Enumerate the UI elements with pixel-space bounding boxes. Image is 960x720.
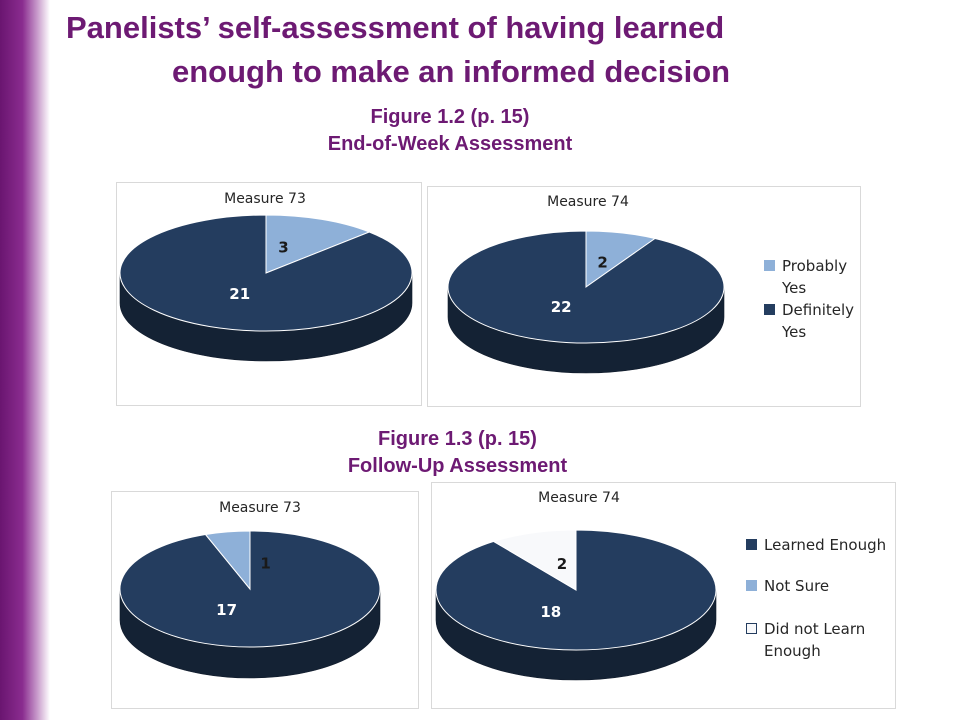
legend-swatch-learned-enough bbox=[746, 539, 757, 550]
slide-title-line-2: enough to make an informed decision bbox=[172, 54, 731, 89]
chart-title: Measure 74 bbox=[547, 194, 629, 210]
legend-swatch-not-sure bbox=[746, 580, 757, 591]
chart-panel-eow-measure-73: Measure 73 3 21 bbox=[116, 182, 422, 406]
legend-label-learned-enough: Learned Enough bbox=[764, 536, 887, 554]
legend-follow-up: Learned Enough Not Sure Did not Learn En… bbox=[746, 534, 892, 674]
pie-slice-probably-yes bbox=[265, 214, 371, 274]
legend-label-did-not-learn-enough: Did not Learn Enough bbox=[764, 620, 866, 660]
chart-panel-eow-measure-74: Measure 74 2 22 Probably Yes Definitely Ye… bbox=[427, 186, 861, 407]
pie-chart-eow-measure-73: Measure 73 3 21 bbox=[119, 191, 413, 362]
slide-title: Panelists’ self-assessment of having lea… bbox=[66, 6, 926, 94]
figure-1-3-caption: Figure 1.3 (p. 15) bbox=[378, 428, 537, 450]
legend-label-definitely-yes: Definitely Yes bbox=[782, 301, 855, 341]
left-accent-bar bbox=[0, 0, 50, 720]
data-label-not-sure: 1 bbox=[260, 555, 270, 573]
chart-title: Measure 73 bbox=[219, 500, 301, 516]
chart-panel-followup-measure-74: Measure 74 18 2 Learned Enough Not Sure Di… bbox=[431, 482, 896, 709]
legend-label-not-sure: Not Sure bbox=[764, 577, 830, 595]
data-label-did-not-learn-enough: 2 bbox=[557, 555, 567, 573]
data-label-probably-yes: 2 bbox=[597, 253, 607, 271]
legend-label-probably-yes: Probably Yes bbox=[782, 257, 848, 297]
pie-slice-definitely-yes bbox=[447, 230, 725, 344]
chart-title: Measure 74 bbox=[538, 490, 620, 506]
legend-swatch-did-not-learn-enough bbox=[746, 623, 757, 634]
chart-panel-followup-measure-73: Measure 73 17 1 bbox=[111, 491, 419, 709]
pie-slice-definitely-yes bbox=[119, 214, 413, 332]
legend-end-of-week: Probably Yes Definitely Yes bbox=[764, 255, 856, 350]
legend-swatch-probably-yes bbox=[764, 260, 775, 271]
figure-1-3-subtitle: Follow-Up Assessment bbox=[347, 455, 568, 477]
figure-1-3-heading: Figure 1.3 (p. 15) Follow-Up Assessment bbox=[200, 426, 715, 480]
figure-1-2-caption: Figure 1.2 (p. 15) bbox=[370, 106, 530, 128]
figure-1-2-subtitle: End-of-Week Assessment bbox=[327, 133, 573, 155]
data-label-learned-enough: 18 bbox=[540, 603, 561, 621]
legend-swatch-definitely-yes bbox=[764, 304, 775, 315]
pie-slice-did-not-learn-enough bbox=[492, 529, 577, 591]
data-label-probably-yes: 3 bbox=[278, 239, 288, 257]
data-label-definitely-yes: 21 bbox=[229, 285, 250, 303]
figure-1-2-heading: Figure 1.2 (p. 15) End-of-Week Assessmen… bbox=[200, 104, 700, 158]
data-label-learned-enough: 17 bbox=[216, 601, 237, 619]
chart-title: Measure 73 bbox=[224, 191, 306, 207]
pie-chart-followup-measure-74: Measure 74 18 2 bbox=[435, 490, 717, 681]
pie-slice-not-sure bbox=[204, 530, 251, 591]
pie-chart-followup-measure-73: Measure 73 17 1 bbox=[119, 500, 381, 679]
slide-title-line-1: Panelists’ self-assessment of having lea… bbox=[66, 10, 725, 45]
data-label-definitely-yes: 22 bbox=[551, 298, 572, 316]
